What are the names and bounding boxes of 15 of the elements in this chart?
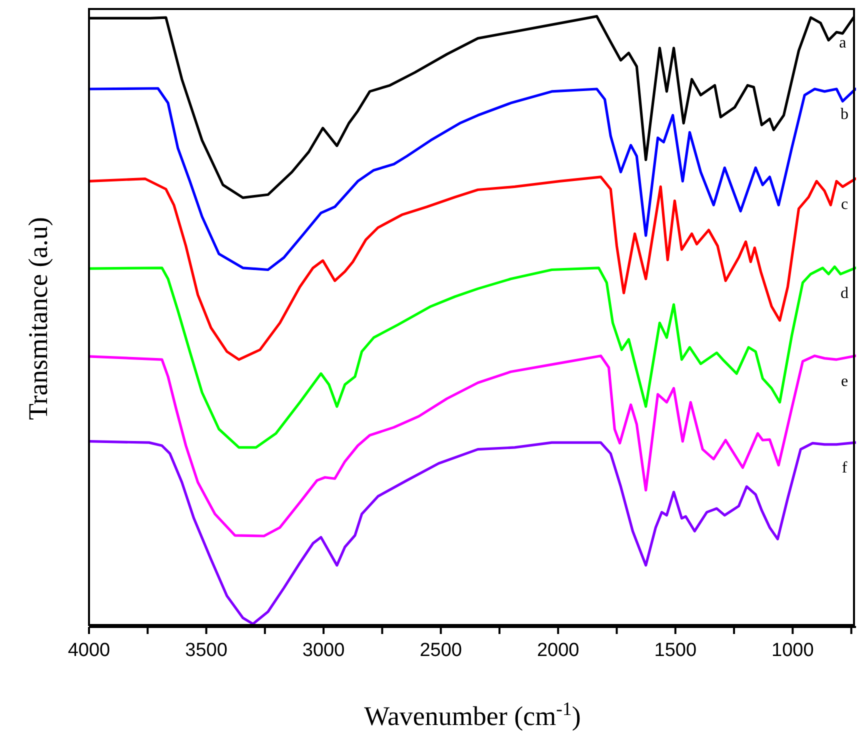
- x-tick-label: 4000: [68, 640, 110, 661]
- x-tick-label: 1500: [654, 640, 697, 661]
- series-label: e: [840, 372, 848, 390]
- x-axis-title: Wavenumber (cm$^{-1}$): [364, 698, 581, 731]
- series-label: a: [839, 34, 846, 52]
- y-axis-title: Transmitance (a.u): [22, 216, 54, 420]
- series-label: c: [840, 196, 848, 213]
- x-tick-label: 2500: [420, 640, 462, 661]
- series-label: b: [840, 106, 849, 123]
- x-tick-label: 3500: [185, 640, 228, 661]
- series-label: f: [842, 460, 848, 477]
- series-label: d: [840, 284, 849, 302]
- x-tick-label: 2000: [536, 640, 580, 661]
- x-tick-label: 1000: [772, 640, 814, 661]
- x-tick-label: 3000: [302, 640, 345, 661]
